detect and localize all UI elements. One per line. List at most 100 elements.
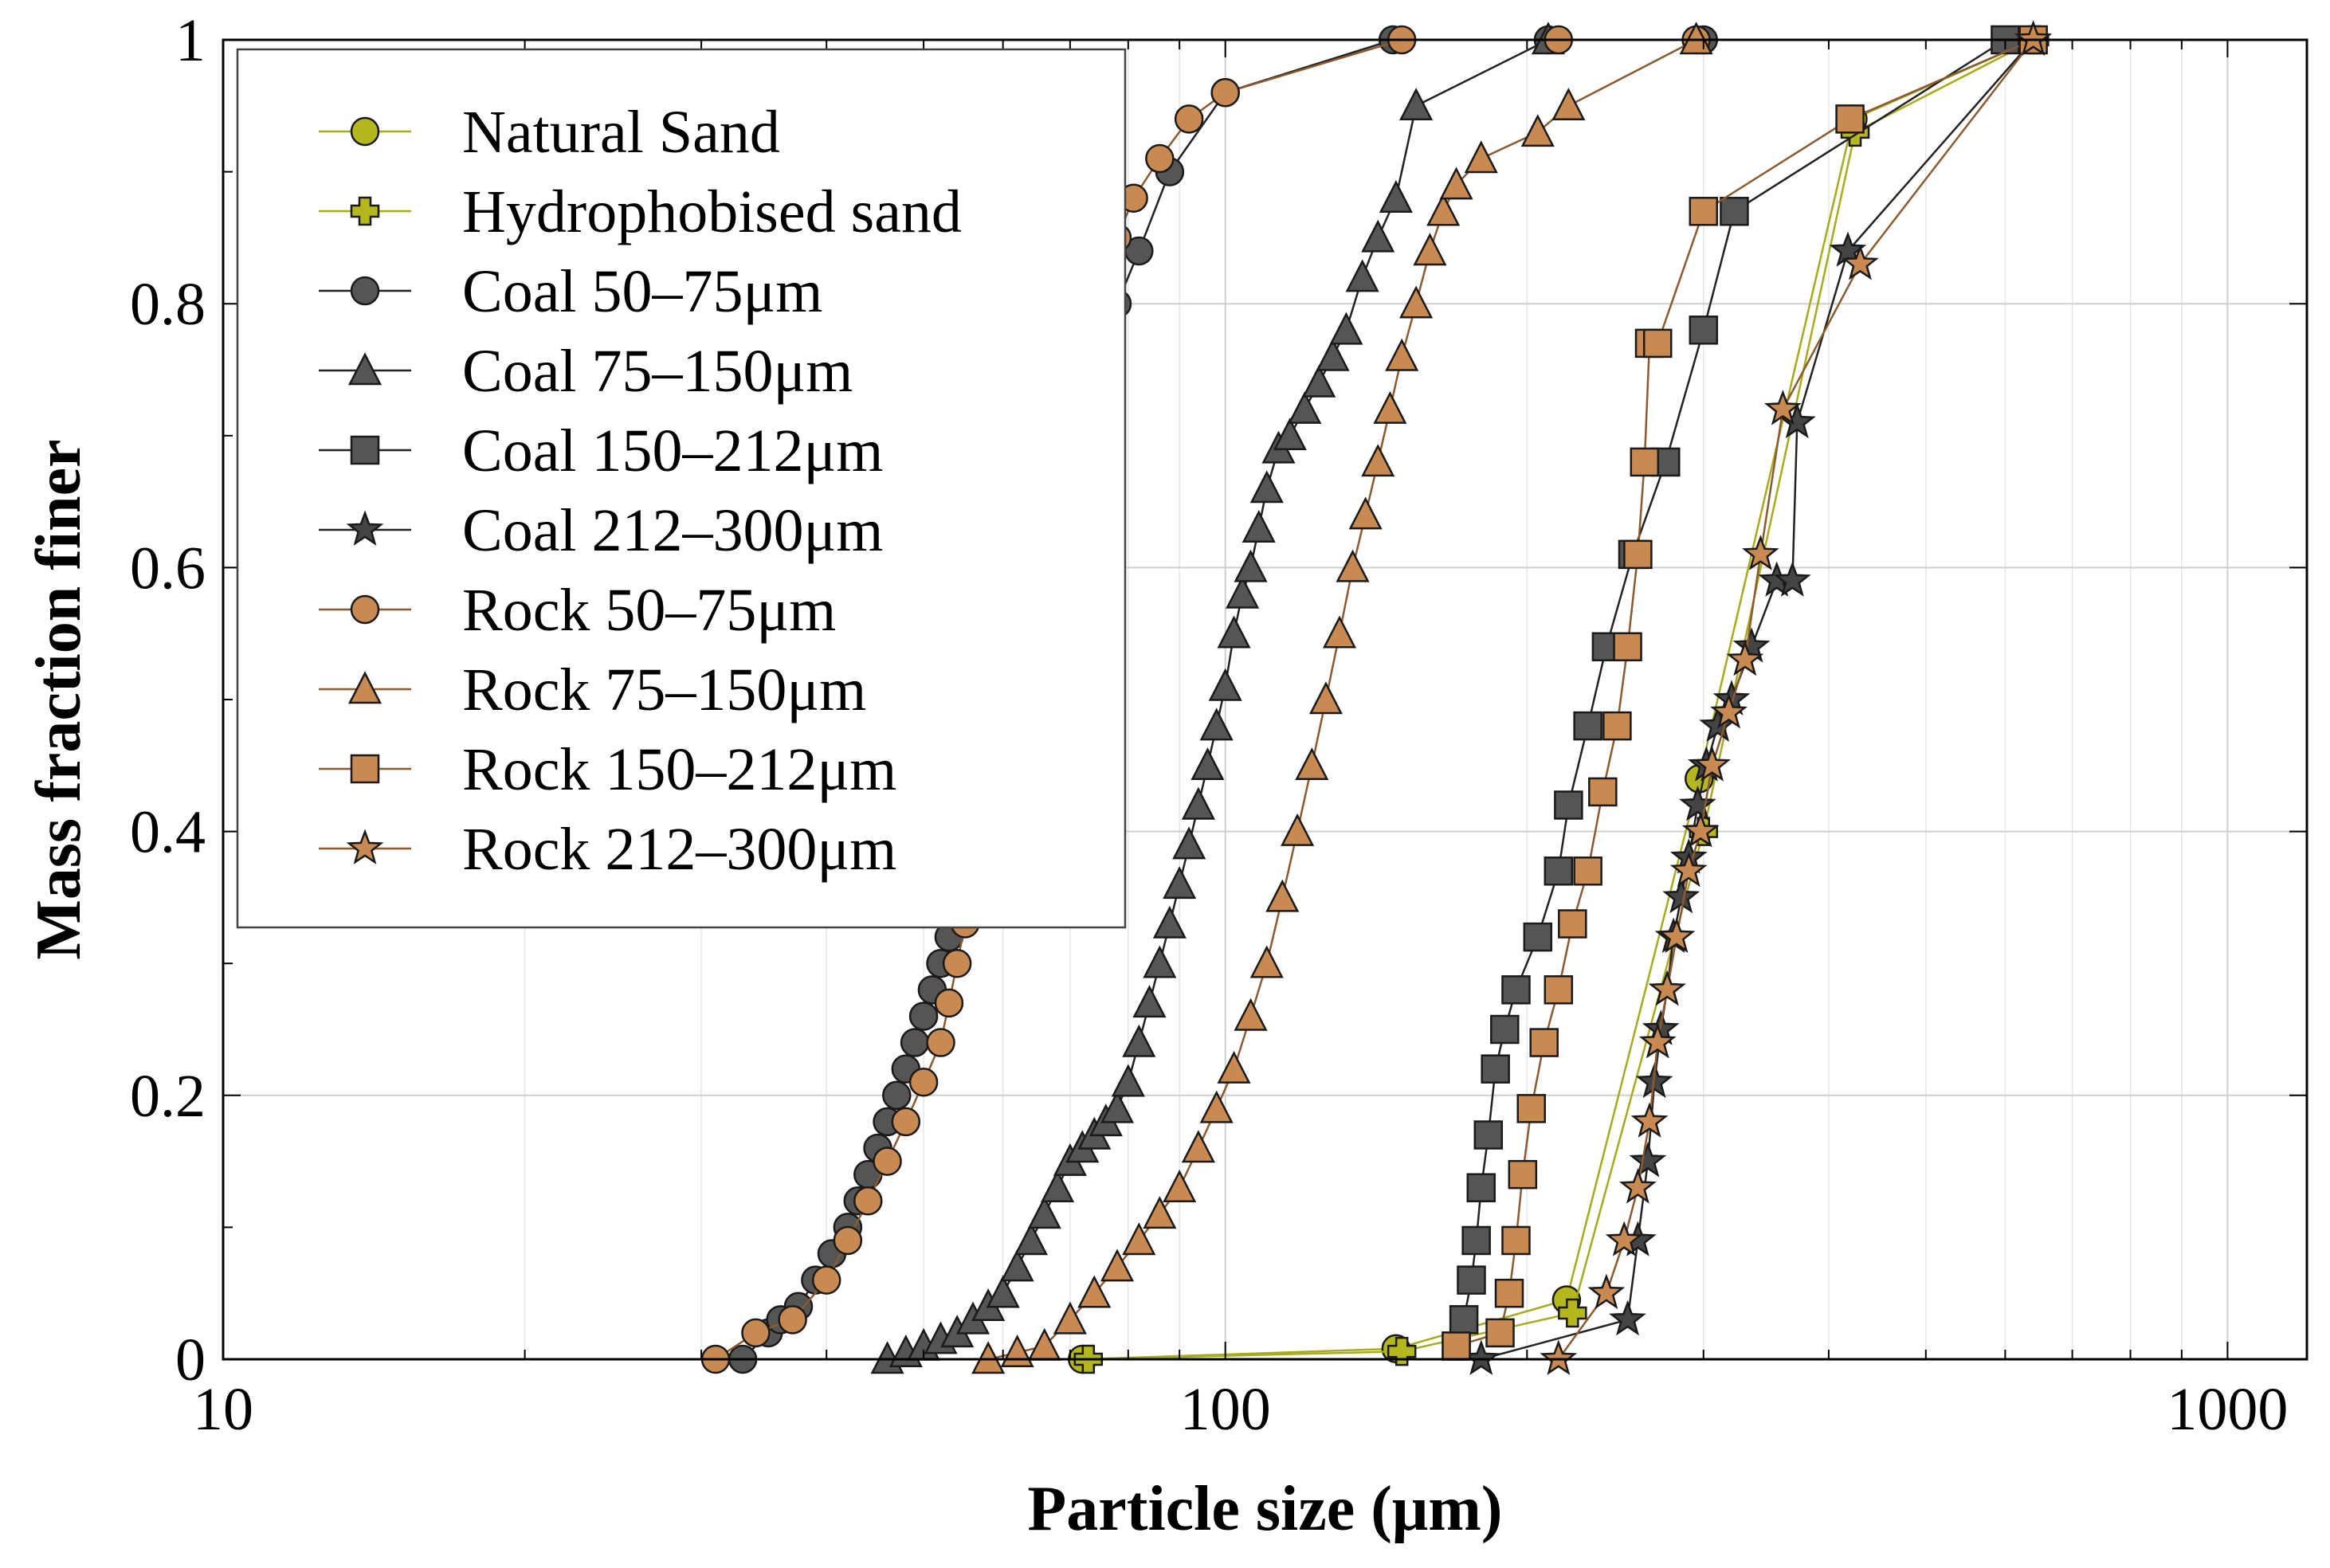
data-point — [1540, 1339, 1578, 1375]
data-point — [1558, 909, 1587, 939]
data-point — [1385, 338, 1419, 371]
data-point — [1630, 447, 1660, 477]
data-point — [1439, 167, 1473, 200]
data-point — [986, 1275, 1020, 1308]
data-point — [1588, 777, 1618, 807]
data-point — [1679, 785, 1716, 821]
data-point — [1145, 143, 1175, 174]
data-point — [1662, 877, 1700, 914]
x-tick-label: 10 — [193, 1376, 253, 1443]
data-point — [1613, 632, 1642, 662]
legend-label: Coal 75–150μm — [462, 338, 853, 405]
legend-item-hydrophobised-sand: Hydrophobised sand — [319, 178, 962, 245]
data-point — [1077, 1275, 1112, 1308]
data-point — [1473, 1120, 1504, 1150]
data-point — [1461, 1225, 1491, 1256]
data-point — [1501, 1225, 1531, 1256]
data-point — [1426, 193, 1461, 226]
legend-marker — [346, 829, 384, 864]
data-point — [1379, 179, 1413, 213]
data-point — [1210, 77, 1240, 108]
y-tick-label: 0 — [175, 1327, 206, 1394]
data-point — [1605, 1221, 1643, 1256]
legend: Natural Sand Hydrophobised sand Coal 50–75… — [236, 48, 1127, 929]
data-point — [1399, 285, 1434, 319]
legend-item-rock-50-75-m: Rock 50–75μm — [319, 577, 836, 644]
data-point — [1181, 1130, 1215, 1163]
legend-label: Rock 212–300μm — [462, 816, 896, 883]
data-point — [778, 1305, 807, 1335]
data-point — [1143, 1196, 1177, 1229]
data-point — [1208, 668, 1242, 701]
data-point — [1345, 259, 1379, 292]
data-point — [1618, 1168, 1657, 1204]
data-point — [873, 1147, 902, 1176]
data-point — [1100, 1090, 1135, 1123]
data-point — [1152, 905, 1187, 939]
y-axis-label: Mass fraction finer — [24, 439, 94, 959]
data-point — [908, 1002, 939, 1031]
data-point — [1573, 857, 1602, 886]
data-point — [1322, 615, 1357, 649]
data-point — [1413, 233, 1447, 266]
data-point — [1835, 104, 1865, 134]
data-point — [1457, 1265, 1486, 1295]
data-point — [1302, 364, 1336, 398]
data-point — [1449, 1305, 1479, 1335]
data-point — [882, 1080, 912, 1111]
data-point — [1642, 328, 1673, 359]
axis-ticks: 10 100 1000 0 0.2 0.4 0.6 0.8 1 — [130, 7, 2307, 1443]
data-point — [1027, 1196, 1061, 1229]
data-point — [1764, 390, 1802, 425]
data-point — [853, 1186, 883, 1216]
data-point — [2014, 20, 2053, 56]
data-point — [1190, 747, 1225, 781]
y-tick-label: 0.6 — [130, 535, 206, 602]
data-point — [1485, 1318, 1515, 1348]
legend-label: Rock 50–75μm — [462, 577, 836, 644]
data-point — [1630, 1102, 1669, 1138]
data-point — [1387, 1336, 1417, 1366]
data-point — [1234, 998, 1268, 1031]
data-point — [1100, 1249, 1135, 1282]
legend-marker — [350, 754, 380, 784]
data-point — [1609, 1299, 1646, 1336]
data-point — [891, 1107, 921, 1137]
data-point — [1669, 851, 1708, 888]
data-point — [1199, 1090, 1234, 1123]
data-point — [1281, 813, 1315, 846]
legend-item-rock-75-150-m: Rock 75–150μm — [319, 657, 866, 723]
data-point — [1053, 1301, 1087, 1335]
legend-label: Coal 150–212μm — [462, 417, 883, 484]
data-point — [1554, 790, 1583, 820]
data-point — [1122, 1222, 1156, 1256]
x-tick-label: 1000 — [2167, 1376, 2288, 1443]
data-point — [1508, 1159, 1538, 1190]
series-rock-75-150-m — [971, 22, 1713, 1374]
data-point — [1361, 444, 1395, 477]
data-point — [1348, 496, 1383, 530]
data-point — [1648, 970, 1686, 1006]
data-point — [1265, 879, 1300, 912]
data-point — [1329, 312, 1363, 345]
data-point — [1163, 1169, 1197, 1202]
series-rock-150-212-m — [1442, 25, 2048, 1361]
legend-label: Rock 150–212μm — [462, 736, 896, 803]
data-point — [1041, 1169, 1075, 1202]
data-point — [1657, 917, 1696, 953]
data-point — [900, 1028, 930, 1057]
legend-marker — [347, 671, 382, 704]
data-point — [1199, 708, 1234, 741]
legend-marker — [350, 276, 380, 306]
data-point — [1573, 711, 1602, 741]
x-tick-label: 100 — [1180, 1376, 1271, 1443]
data-point — [942, 948, 972, 978]
data-point — [1249, 470, 1284, 504]
legend-label: Hydrophobised sand — [462, 178, 962, 245]
data-point — [1111, 1064, 1145, 1097]
data-point — [1241, 509, 1276, 543]
data-point — [1466, 1173, 1496, 1202]
legend-marker — [350, 594, 380, 625]
data-point — [1000, 1249, 1034, 1282]
